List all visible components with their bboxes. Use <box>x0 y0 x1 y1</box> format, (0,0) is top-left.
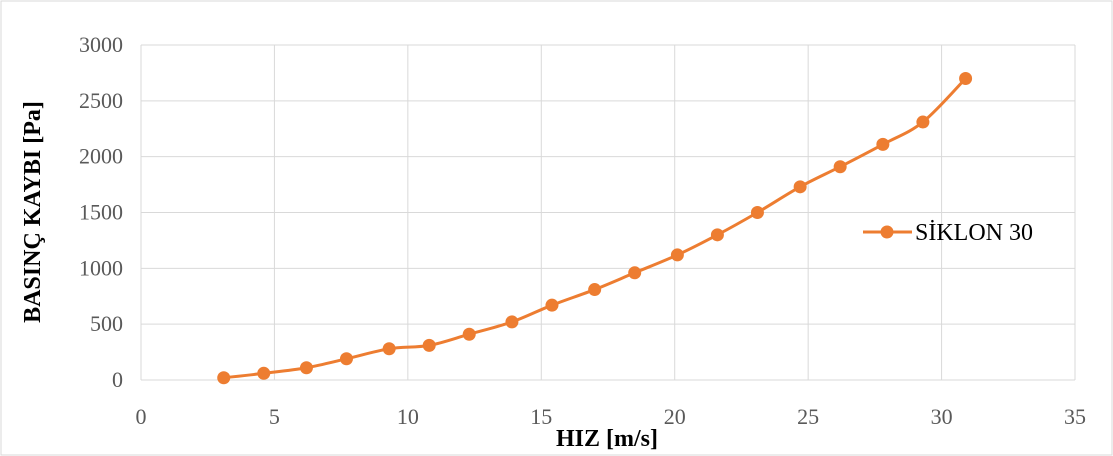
legend-label: SİKLON 30 <box>915 220 1033 246</box>
gridlines <box>141 44 1076 380</box>
data-point <box>382 342 396 356</box>
data-point <box>750 206 764 219</box>
data-point <box>793 180 807 194</box>
data-point <box>628 266 642 280</box>
x-tick-label: 15 <box>530 404 552 429</box>
data-point <box>462 327 476 341</box>
y-tick-label: 1500 <box>79 200 123 225</box>
series-layer <box>217 72 973 385</box>
data-point <box>545 298 559 312</box>
legend: SİKLON 30 <box>863 220 1033 246</box>
legend-marker <box>880 225 894 239</box>
y-tick-label: 500 <box>90 311 123 336</box>
data-point <box>257 366 271 380</box>
data-point <box>710 228 724 242</box>
y-tick-label: 0 <box>112 367 123 392</box>
axes <box>140 45 1075 381</box>
data-point <box>670 248 684 262</box>
x-tick-label: 20 <box>664 404 686 429</box>
tick-labels: 0 500 1000 1500 2000 2500 3000 0 5 10 15 20 25 30 35 <box>79 32 1086 429</box>
y-tick-label: 2000 <box>79 144 123 169</box>
data-point <box>916 115 930 129</box>
x-tick-label: 5 <box>269 404 280 429</box>
x-tick-label: 0 <box>136 404 147 429</box>
data-point <box>422 338 436 352</box>
data-point <box>959 72 973 85</box>
x-tick-label: 30 <box>931 404 953 429</box>
data-point <box>505 315 519 329</box>
data-point <box>876 137 890 151</box>
data-point <box>217 371 231 385</box>
y-axis-title: BASINÇ KAYBI [Pa] <box>20 101 46 323</box>
data-point <box>833 160 847 174</box>
x-tick-label: 10 <box>397 404 419 429</box>
data-point <box>299 361 313 375</box>
x-tick-label: 25 <box>797 404 819 429</box>
data-point <box>588 283 602 297</box>
x-axis-title: HIZ [m/s] <box>556 426 658 452</box>
y-tick-label: 3000 <box>79 32 123 57</box>
y-tick-label: 2500 <box>79 88 123 113</box>
data-point <box>339 352 353 366</box>
y-tick-label: 1000 <box>79 255 123 280</box>
x-tick-label: 35 <box>1064 404 1086 429</box>
